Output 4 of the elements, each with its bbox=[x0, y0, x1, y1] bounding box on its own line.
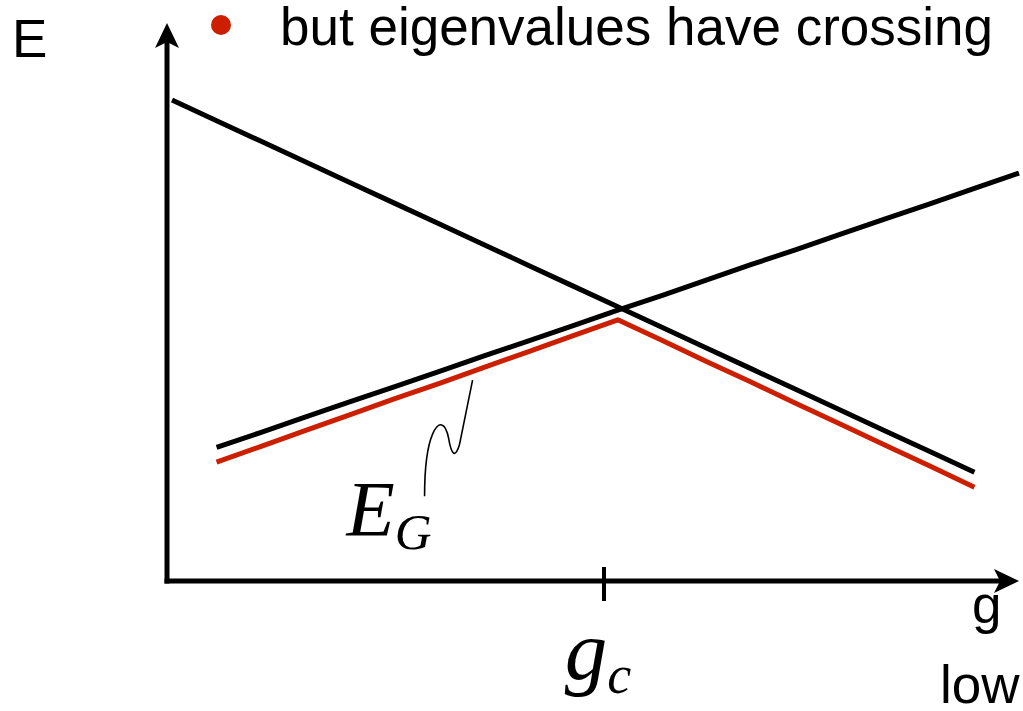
y-axis-title: E bbox=[12, 9, 48, 68]
text: but eigenvalues have crossing bbox=[280, 0, 994, 56]
x-axis-title: g bbox=[972, 575, 1002, 634]
text: low bbox=[940, 655, 1020, 711]
